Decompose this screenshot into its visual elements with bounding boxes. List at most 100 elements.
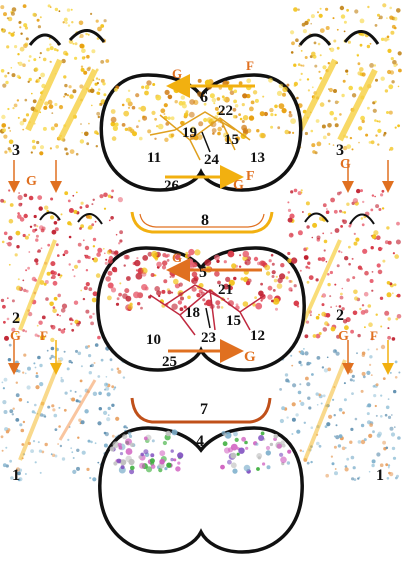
red-molecule: [53, 221, 58, 225]
blue-molecule: [50, 453, 53, 456]
yellow-molecule: [336, 28, 339, 31]
yellow-molecule: [160, 108, 166, 114]
yellow-molecule: [54, 123, 59, 128]
blue-molecule: [322, 394, 326, 398]
yellow-molecule: [361, 119, 365, 124]
red-molecule: [17, 212, 20, 215]
yellow-molecule: [121, 103, 125, 107]
red-molecule: [87, 226, 91, 230]
yellow-molecule: [203, 117, 208, 123]
red-molecule: [351, 257, 354, 260]
blue-molecule: [27, 366, 31, 371]
yellow-molecule: [1, 123, 7, 128]
red-molecule: [305, 320, 310, 324]
red-molecule: [51, 229, 57, 235]
yellow-molecule: [359, 43, 363, 47]
yellow-molecule: [79, 43, 85, 49]
red-molecule: [288, 232, 294, 238]
blue-molecule: [51, 404, 55, 408]
red-molecule: [137, 268, 144, 275]
left-arc-1: [28, 33, 62, 46]
blue-molecule: [285, 378, 289, 383]
red-molecule: [4, 335, 9, 341]
red-molecule: [106, 249, 112, 255]
blue-molecule: [342, 411, 345, 415]
yellow-molecule: [302, 64, 305, 67]
blue-molecule: [61, 457, 66, 461]
red-molecule: [381, 207, 385, 210]
red-molecule: [323, 249, 326, 252]
red-molecule: [340, 251, 343, 254]
yellow-molecule: [69, 149, 75, 155]
green-purple-molecule: [258, 435, 265, 441]
blue-molecule: [344, 467, 349, 472]
yellow-molecule: [96, 111, 101, 116]
blue-molecule: [385, 446, 389, 450]
red-molecule: [371, 194, 375, 197]
yellow-molecule: [210, 121, 217, 128]
yellow-molecule: [300, 64, 303, 67]
red-molecule: [325, 313, 331, 318]
yellow-molecule: [328, 47, 331, 50]
blue-molecule: [23, 353, 27, 357]
yellow-molecule: [328, 87, 333, 93]
blue-molecule: [321, 366, 325, 369]
yellow-molecule: [374, 100, 377, 103]
red-molecule: [360, 189, 363, 193]
yellow-molecule: [304, 56, 308, 59]
red-molecule: [163, 279, 168, 284]
yellow-molecule: [75, 152, 79, 156]
yellow-molecule: [327, 99, 331, 103]
blue-molecule: [309, 362, 312, 365]
blue-molecule: [299, 350, 305, 355]
yellow-molecule: [361, 72, 366, 77]
red-molecule: [118, 242, 121, 245]
blue-molecule: [366, 420, 372, 425]
red-molecule: [108, 255, 114, 261]
red-molecule: [245, 280, 251, 286]
red-molecule: [57, 273, 61, 277]
red-molecule: [123, 264, 126, 267]
blue-molecule: [316, 404, 319, 406]
yellow-molecule: [197, 78, 202, 83]
yellow-molecule: [233, 99, 238, 104]
blue-molecule: [353, 478, 357, 481]
yellow-molecule: [293, 63, 297, 67]
blue-molecule: [117, 369, 122, 374]
red-molecule: [194, 249, 201, 256]
red-molecule: [353, 241, 358, 246]
blue-molecule: [369, 423, 373, 427]
blue-molecule: [46, 349, 49, 352]
red-molecule: [119, 239, 123, 243]
blue-molecule: [308, 406, 312, 410]
red-molecule: [179, 307, 184, 312]
red-molecule: [103, 207, 107, 210]
yellow-molecule: [8, 31, 11, 35]
yellow-molecule: [40, 72, 45, 78]
blue-molecule: [88, 354, 92, 358]
yellow-molecule: [242, 127, 248, 134]
red-molecule: [341, 307, 345, 311]
yellow-molecule: [322, 135, 327, 140]
yellow-molecule: [11, 7, 17, 12]
red-molecule: [343, 211, 347, 214]
blue-molecule: [75, 349, 78, 353]
red-molecule: [104, 252, 106, 255]
yellow-molecule: [297, 8, 300, 11]
top-cell-label-11: 11: [147, 150, 161, 166]
red-molecule: [227, 297, 230, 300]
left-streak-5: [58, 379, 97, 441]
yellow-molecule: [6, 45, 10, 49]
blue-molecule: [350, 427, 354, 431]
red-molecule: [327, 273, 330, 276]
red-molecule: [270, 253, 274, 257]
red-molecule: [15, 230, 21, 236]
red-molecule: [14, 253, 18, 257]
blue-molecule: [316, 356, 321, 360]
red-molecule: [329, 295, 332, 298]
blue-molecule: [11, 413, 14, 416]
red-molecule: [220, 306, 224, 309]
blue-molecule: [122, 376, 126, 379]
blue-molecule: [298, 360, 302, 364]
blue-molecule: [109, 358, 113, 362]
